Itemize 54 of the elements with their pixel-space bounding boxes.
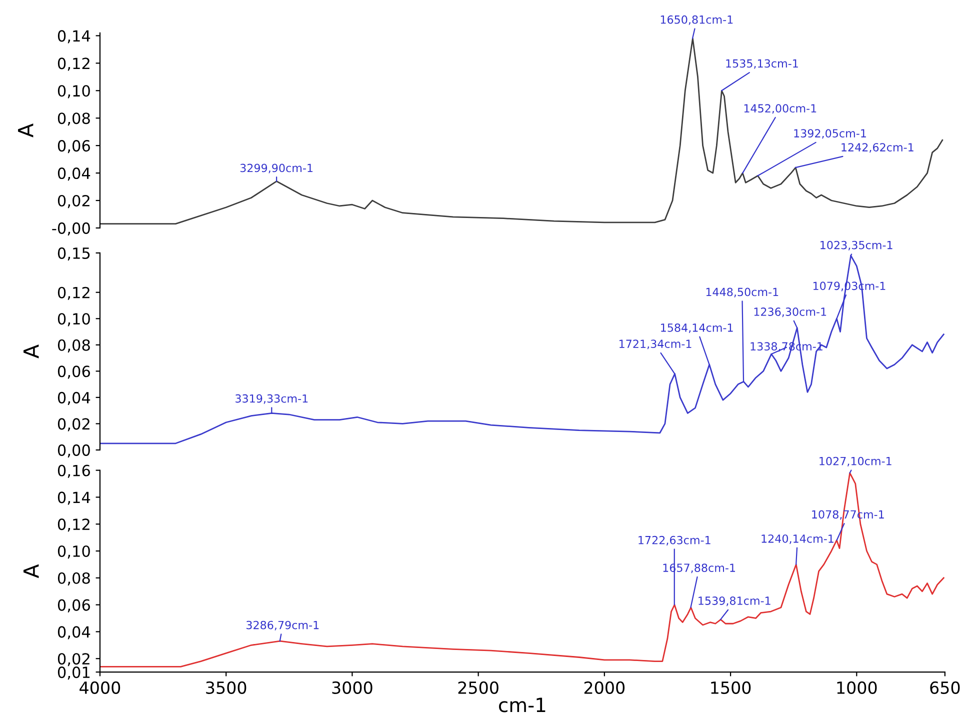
y-tick-label: 0,10 (58, 313, 90, 326)
x-tick-label: 2500 (458, 681, 498, 694)
y-tick-label: 0,02 (58, 418, 90, 432)
annotation: 1721,34cm-1 (620, 340, 692, 350)
y-tick-label: 0,12 (58, 518, 90, 532)
annotation: 1023,35cm-1 (820, 240, 892, 250)
y-tick-label: 0,06 (58, 140, 90, 154)
x-tick-label: 1000 (837, 681, 877, 694)
y-tick-label: 0,14 (58, 30, 90, 44)
annotation: 1722,63cm-1 (638, 536, 710, 546)
annotation: 3299,90cm-1 (240, 164, 313, 174)
annotation: 1242,62cm-1 (842, 143, 914, 153)
y-tick-label: 0,02 (58, 194, 90, 208)
y-tick-label: 0,00 (58, 444, 90, 458)
y-tick-label: 0,02 (58, 653, 90, 666)
y-tick-label: 0,16 (58, 464, 90, 478)
annotation: 1240,14cm-1 (762, 534, 834, 544)
x-tick-label: 650 (930, 681, 960, 694)
y-tick-label: 0,06 (58, 366, 90, 379)
y-tick-label: 0,10 (58, 85, 90, 98)
y-tick-label: 0,12 (58, 58, 90, 71)
x-tick-label: 1500 (711, 681, 751, 694)
x-tick-label: 3000 (332, 681, 372, 694)
y-tick-label: 0,10 (58, 545, 90, 559)
x-axis-title: cm-1 (499, 698, 546, 712)
annotation: 1236,30cm-1 (754, 308, 826, 318)
annotation: 1392,05cm-1 (794, 129, 866, 139)
y-tick-label: 0,04 (58, 168, 90, 181)
y-tick-label: 0,14 (58, 492, 90, 505)
y-tick-label: 0,04 (58, 626, 90, 640)
annotation: 1539,81cm-1 (698, 596, 770, 606)
annotation: 3286,79cm-1 (246, 620, 319, 630)
y-tick-label: 0,08 (58, 112, 90, 126)
annotation: 1584,14cm-1 (661, 323, 733, 334)
y-tick-label: 0,08 (58, 339, 90, 352)
y-tick-label: 0,12 (58, 286, 90, 300)
x-tick-label: 2000 (584, 681, 625, 694)
y-axis-title: A (18, 124, 34, 138)
annotation: 1027,10cm-1 (820, 456, 892, 466)
annotation: 1452,00cm-1 (744, 104, 816, 114)
y-axis-title: A (24, 564, 39, 578)
y-axis-title: A (24, 344, 39, 358)
y-tick-label: -0,00 (52, 222, 90, 236)
annotation: 1448,50cm-1 (706, 288, 778, 298)
y-tick-label: 0,06 (58, 599, 90, 612)
annotation: 1535,13cm-1 (726, 59, 798, 69)
annotation: 3319,33cm-1 (236, 394, 308, 404)
y-tick-label: 0,01 (58, 666, 90, 680)
annotation: 1650,81cm-1 (660, 15, 733, 25)
y-tick-label: 0,04 (58, 392, 90, 406)
y-tick-label: 0,08 (58, 572, 90, 586)
x-tick-label: 3500 (206, 681, 246, 694)
y-tick-label: 0,15 (58, 247, 90, 261)
x-tick-label: 4000 (80, 681, 120, 694)
